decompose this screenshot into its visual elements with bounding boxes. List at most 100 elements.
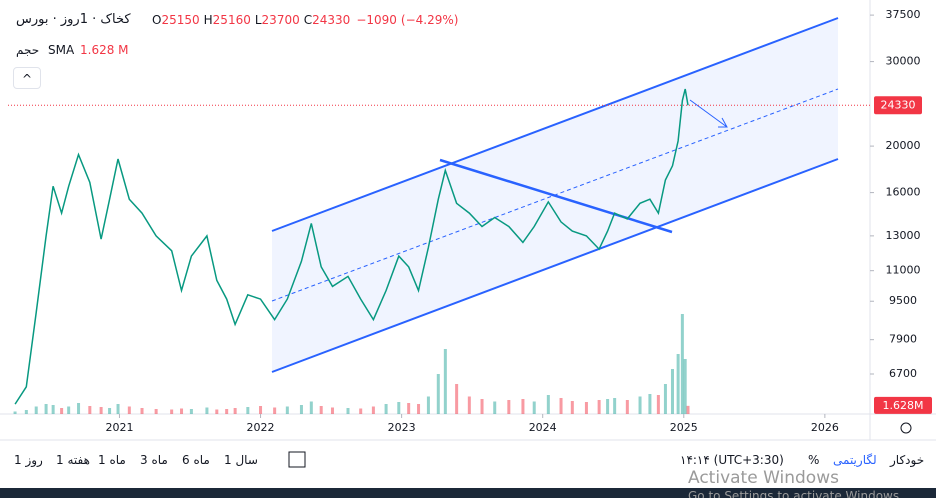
volume-bar bbox=[455, 384, 459, 414]
volume-bar bbox=[683, 359, 687, 414]
volume-bar bbox=[24, 410, 28, 414]
volume-bar bbox=[670, 369, 674, 414]
arrow bbox=[689, 99, 728, 128]
ohlc-value: 23700 bbox=[261, 13, 300, 27]
volume-tag-label: 1.628M bbox=[883, 399, 924, 412]
ohlc-key: H bbox=[203, 13, 213, 27]
auto-toggle[interactable]: خودکار bbox=[890, 453, 925, 467]
volume-bar bbox=[570, 401, 574, 414]
calendar-icon[interactable] bbox=[288, 451, 306, 468]
symbol: کخاک · 1روز · بورس bbox=[16, 12, 131, 27]
x-tick-label: 2026 bbox=[811, 421, 839, 434]
volume-bar bbox=[88, 406, 92, 414]
last-price-tag bbox=[874, 96, 922, 115]
volume-bar bbox=[205, 407, 209, 414]
x-tick-label: 2025 bbox=[670, 421, 698, 434]
ohlc-value: 24330 bbox=[312, 13, 351, 27]
volume-bar bbox=[397, 402, 401, 414]
volume-bar bbox=[443, 349, 447, 414]
watermark-title: Activate Windows bbox=[688, 468, 839, 488]
volume-bar bbox=[154, 409, 158, 414]
volume-bar bbox=[638, 396, 642, 414]
volume-bar bbox=[606, 399, 610, 414]
y-tick-label: 6700 bbox=[889, 367, 917, 380]
volume-bar bbox=[140, 408, 144, 414]
volume-bar bbox=[597, 400, 601, 414]
volume-bar bbox=[60, 408, 64, 414]
volume-tag bbox=[874, 396, 932, 414]
volume-bar bbox=[285, 406, 289, 414]
range-button[interactable]: 1 سال bbox=[224, 453, 258, 467]
volume-bar bbox=[493, 401, 497, 414]
channel-upper bbox=[271, 17, 839, 232]
ohlc-value: 25160 bbox=[212, 13, 251, 27]
volume-bar bbox=[67, 406, 71, 414]
volume-bar bbox=[417, 404, 421, 414]
volume-last: 1.628 M bbox=[80, 43, 129, 57]
change: −1090 bbox=[356, 13, 397, 27]
volume-bar bbox=[532, 401, 536, 414]
range-button[interactable]: 6 ماه bbox=[182, 453, 210, 467]
volume-bar bbox=[246, 407, 250, 414]
volume-bar bbox=[656, 395, 660, 414]
y-tick-label: 11000 bbox=[886, 264, 921, 277]
volume-bar bbox=[319, 406, 323, 414]
ohlc-key: O bbox=[152, 13, 162, 27]
volume-bar bbox=[189, 409, 193, 414]
y-tick-label: 7900 bbox=[889, 333, 917, 346]
volume-bar bbox=[521, 399, 525, 414]
channel-lower bbox=[271, 158, 839, 373]
volume-bar bbox=[330, 407, 334, 414]
collapse-button[interactable]: ^ bbox=[13, 67, 41, 89]
volume-bar bbox=[215, 409, 219, 414]
volume-bar bbox=[686, 405, 690, 414]
volume-bar bbox=[584, 402, 588, 414]
last-price-label: 24330 bbox=[881, 98, 916, 111]
volume-bar bbox=[51, 405, 55, 414]
range-button[interactable]: 1 ماه bbox=[98, 453, 126, 467]
volume-bar bbox=[559, 398, 563, 414]
volume-bar bbox=[44, 404, 48, 414]
volume-bar bbox=[625, 400, 629, 414]
y-tick-label: 9500 bbox=[889, 294, 917, 307]
volume-bar bbox=[233, 408, 237, 414]
volume-bar bbox=[676, 354, 680, 414]
volume-bar bbox=[180, 408, 184, 414]
ohlc-key: C bbox=[303, 13, 313, 27]
volume-bar bbox=[426, 396, 430, 414]
x-tick-label: 2022 bbox=[247, 421, 275, 434]
volume-bar bbox=[34, 406, 38, 414]
volume-bar bbox=[384, 404, 388, 414]
range-button[interactable]: 3 ماه bbox=[140, 453, 168, 467]
range-button[interactable]: 1 روز bbox=[14, 453, 43, 467]
volume-bar bbox=[13, 411, 17, 414]
volume-indicator: SMA bbox=[48, 43, 75, 57]
volume-bar bbox=[259, 406, 263, 414]
percent-toggle[interactable]: % bbox=[808, 453, 820, 467]
ohlc: O25150 H25160 L23700 C24330 −1090 (−4.29%) bbox=[148, 13, 458, 27]
volume-title: حجم bbox=[16, 43, 40, 57]
volume-bar bbox=[480, 399, 484, 414]
clock: ۱۴:۱۴ (UTC+3:30) bbox=[680, 453, 784, 467]
volume-bar bbox=[108, 408, 112, 414]
volume-bar bbox=[116, 404, 120, 414]
watermark-subtitle: Go to Settings to activate Windows. bbox=[688, 489, 903, 498]
log-toggle[interactable]: لگاریتمی bbox=[833, 453, 877, 467]
volume-bar bbox=[99, 407, 103, 414]
y-tick-label: 30000 bbox=[886, 55, 921, 68]
taskbar bbox=[0, 488, 936, 498]
volume-bar bbox=[273, 407, 277, 414]
volume-bar bbox=[663, 384, 667, 414]
range-button[interactable]: 1 هفته bbox=[56, 453, 90, 467]
volume-bar bbox=[507, 400, 511, 414]
ohlc-value: 25150 bbox=[161, 13, 200, 27]
y-tick-label: 20000 bbox=[886, 139, 921, 152]
volume-bar bbox=[127, 406, 131, 414]
change-pct: (−4.29%) bbox=[400, 13, 459, 27]
volume-bar bbox=[407, 403, 411, 414]
volume-bar bbox=[436, 374, 440, 414]
settings-icon[interactable] bbox=[900, 422, 912, 434]
volume-bar bbox=[546, 395, 550, 414]
